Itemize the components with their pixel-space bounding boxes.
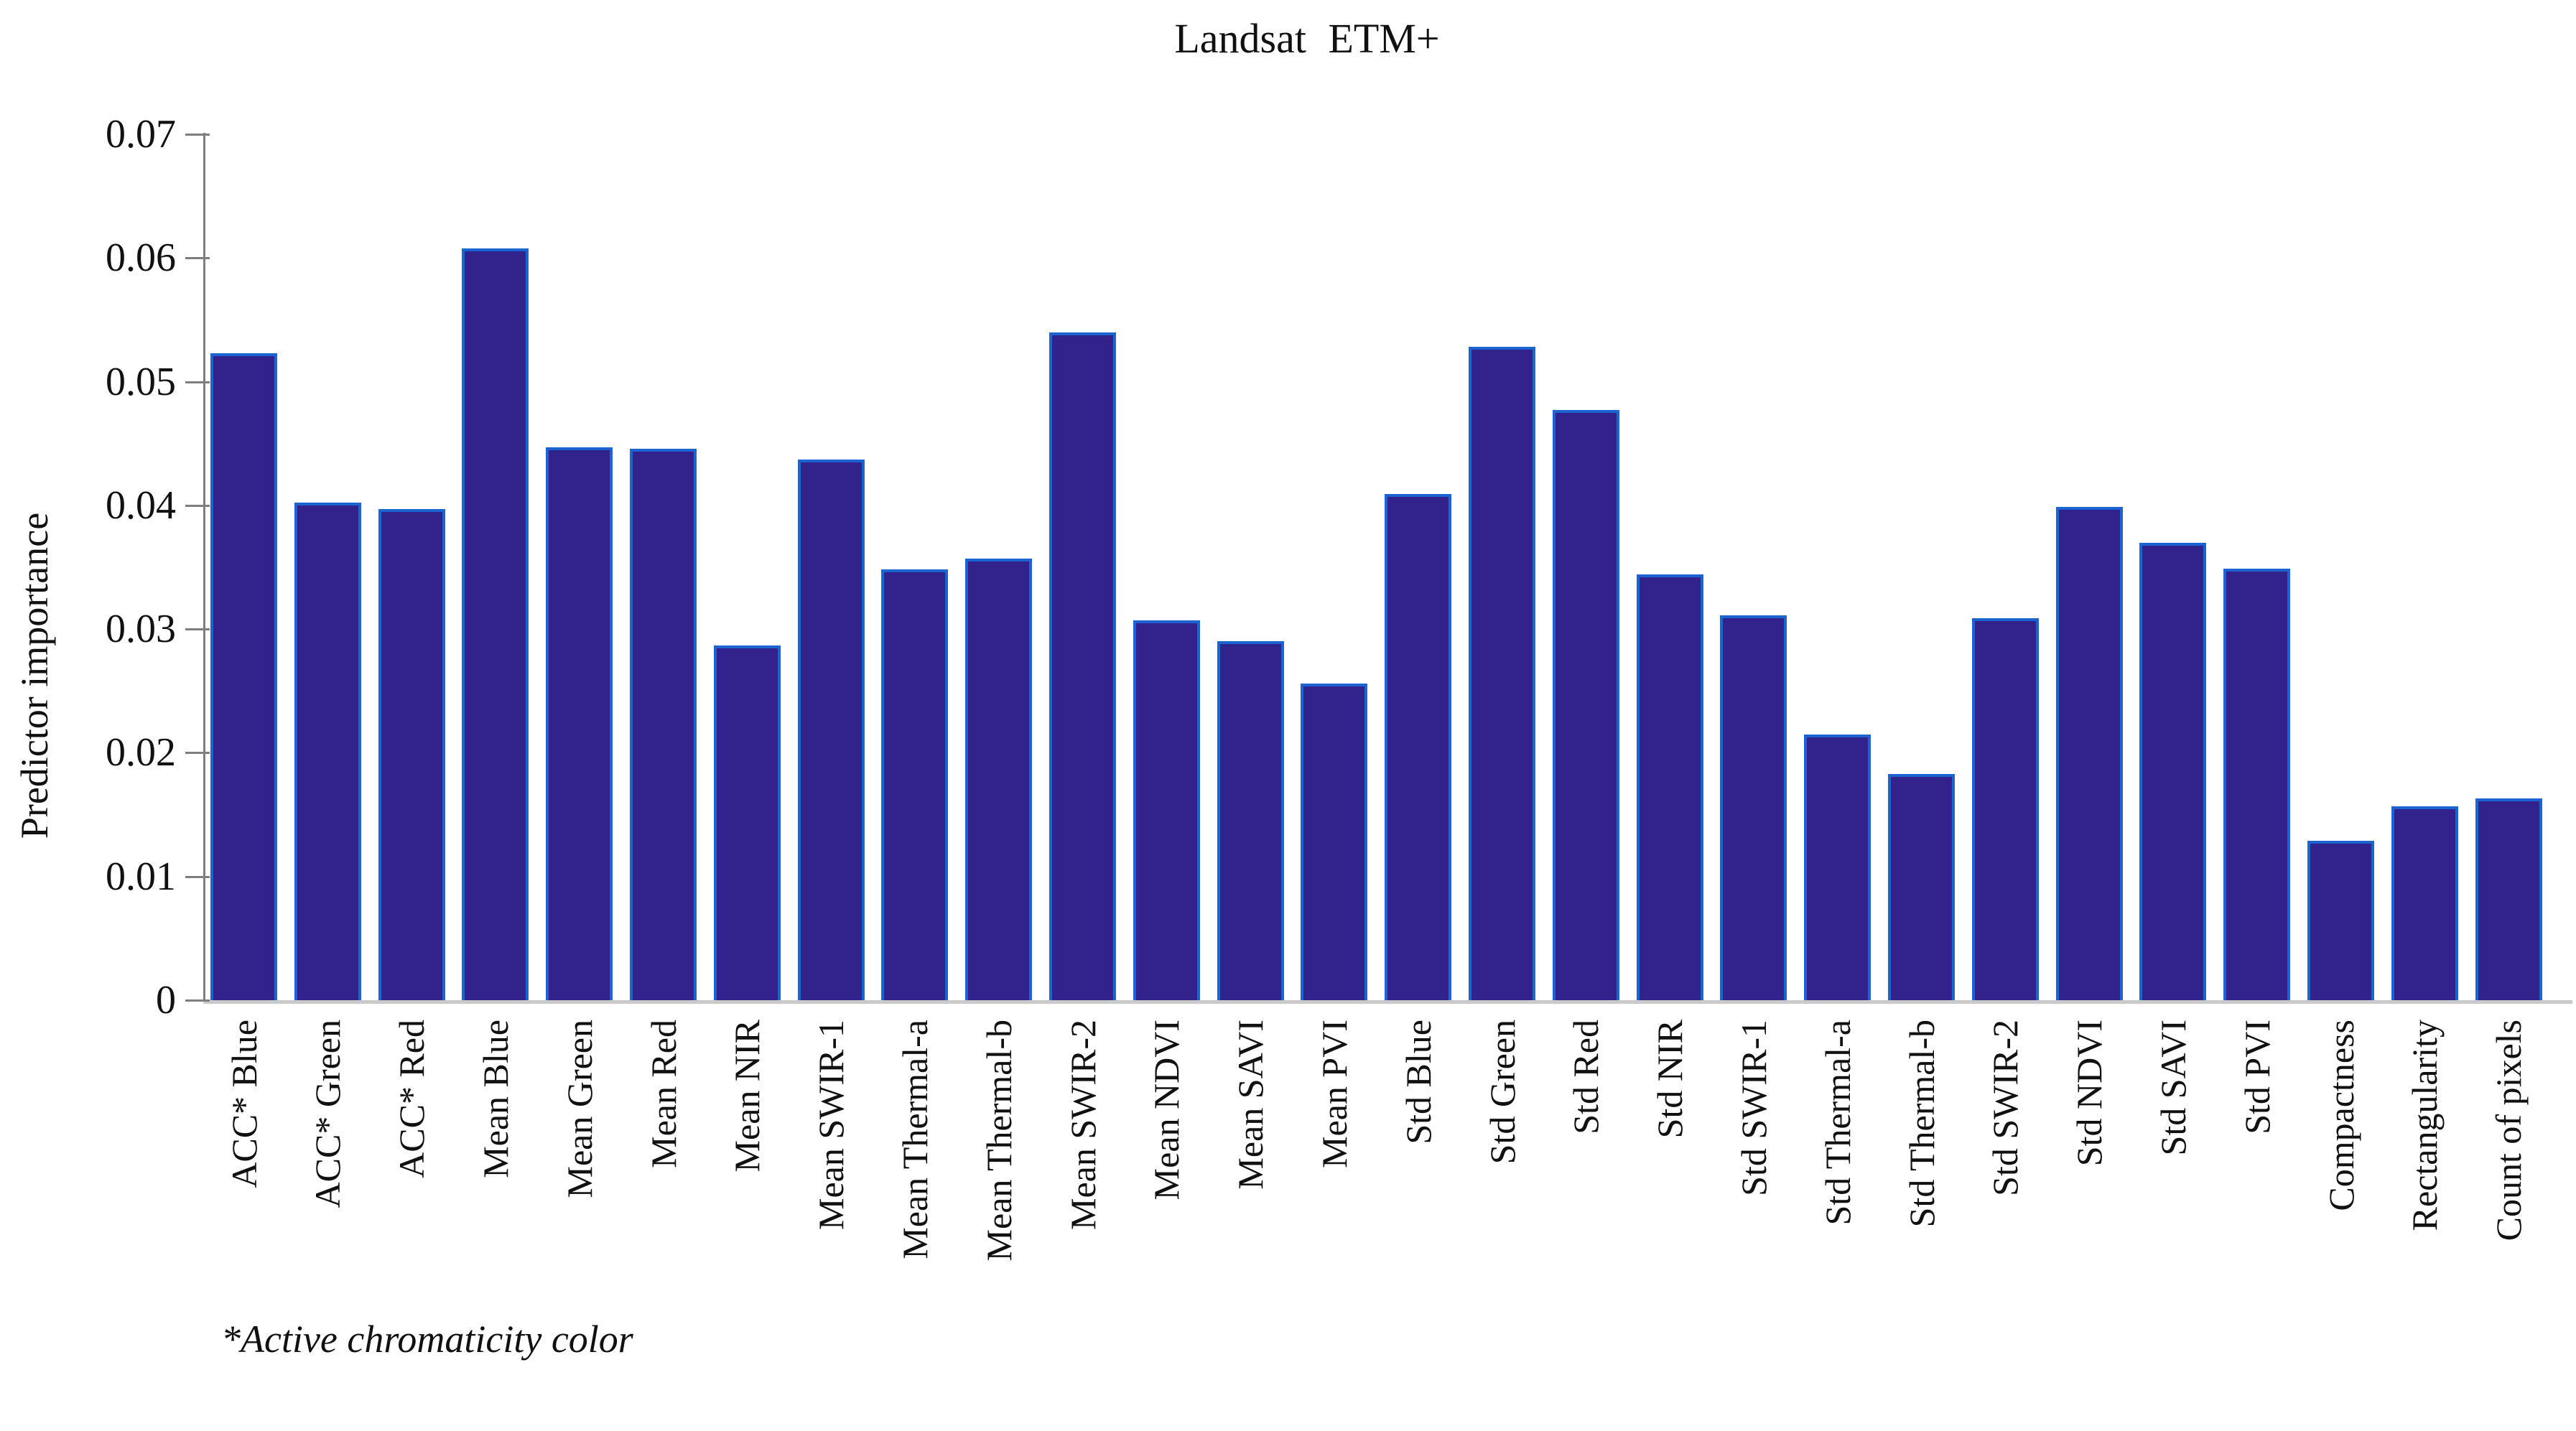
x-tick-label-rectangularity: Rectangularity (2404, 1020, 2445, 1231)
x-tick-label-std-swir-1: Std SWIR-1 (1733, 1020, 1774, 1196)
y-tick-mark-0.02 (185, 752, 210, 755)
x-tick-label-mean-nir: Mean NIR (727, 1020, 768, 1173)
bar-rectangularity (2391, 806, 2458, 1000)
bar-mean-swir-1 (797, 460, 865, 1000)
bar-mean-thermal-a (881, 569, 949, 1000)
bar-std-red (1552, 410, 1619, 1000)
bar-std-swir-1 (1720, 615, 1787, 1000)
bar-mean-red (630, 448, 697, 1000)
x-tick-label-mean-savi: Mean SAVI (1230, 1020, 1271, 1190)
y-tick-mark-0.04 (185, 504, 210, 507)
x-tick-label-std-ndvi: Std NDVI (2069, 1020, 2110, 1167)
bar-mean-pvi (1301, 683, 1368, 1000)
x-axis-baseline (203, 1000, 2572, 1004)
bar-std-thermal-a (1804, 734, 1871, 1000)
x-tick-label-std-thermal-a: Std Thermal-a (1817, 1020, 1858, 1226)
y-tick-label-0.01: 0.01 (106, 854, 176, 899)
chart-title: Landsat ETM+ (1174, 15, 1440, 62)
x-tick-label-mean-swir-2: Mean SWIR-2 (1062, 1020, 1103, 1230)
bar-std-pvi (2223, 568, 2291, 1000)
bar-std-swir-2 (1971, 617, 2039, 1000)
x-tick-label-mean-swir-1: Mean SWIR-1 (811, 1020, 852, 1230)
bar-acc-blue (210, 353, 277, 1000)
bar-std-nir (1636, 574, 1703, 1000)
x-tick-label-mean-ndvi: Mean NDVI (1146, 1020, 1187, 1201)
x-tick-label-std-red: Std Red (1566, 1020, 1606, 1134)
bar-mean-green (546, 447, 613, 1000)
bar-mean-ndvi (1133, 620, 1200, 1000)
x-tick-label-std-savi: Std SAVI (2152, 1020, 2193, 1156)
bar-std-ndvi (2055, 506, 2123, 1000)
y-tick-mark-0.07 (185, 134, 210, 136)
x-tick-label-std-thermal-b: Std Thermal-b (1901, 1020, 1942, 1228)
x-tick-label-std-nir: Std NIR (1650, 1020, 1691, 1139)
bar-std-thermal-b (1888, 773, 1955, 1000)
y-tick-label-0.04: 0.04 (106, 483, 176, 528)
y-tick-label-0.03: 0.03 (106, 607, 176, 652)
x-tick-label-std-green: Std Green (1482, 1020, 1522, 1165)
bar-std-blue (1385, 494, 1452, 1000)
x-tick-label-compactness: Compactness (2320, 1020, 2361, 1211)
x-tick-label-std-blue: Std Blue (1398, 1020, 1438, 1145)
y-tick-label-0.05: 0.05 (106, 359, 176, 404)
bar-std-green (1469, 347, 1535, 1000)
x-tick-label-mean-pvi: Mean PVI (1313, 1020, 1354, 1168)
x-tick-label-mean-red: Mean Red (643, 1020, 684, 1168)
bar-mean-thermal-b (965, 558, 1033, 1000)
bar-compactness (2307, 840, 2374, 1000)
bar-mean-nir (713, 645, 781, 1000)
x-tick-label-std-pvi: Std PVI (2236, 1020, 2277, 1134)
y-tick-mark-0.05 (185, 381, 210, 383)
x-tick-label-mean-thermal-a: Mean Thermal-a (894, 1020, 935, 1259)
y-tick-label-0.02: 0.02 (106, 730, 176, 775)
y-tick-label-0: 0 (156, 978, 176, 1022)
bar-std-savi (2139, 542, 2207, 1000)
bar-count-of-pixels (2475, 798, 2542, 1000)
bar-mean-swir-2 (1049, 332, 1116, 1000)
y-tick-mark-0.06 (185, 257, 210, 260)
y-tick-label-0.07: 0.07 (106, 112, 176, 157)
bar-mean-savi (1217, 641, 1284, 1000)
bar-mean-blue (462, 248, 529, 1000)
y-tick-mark-0 (185, 999, 210, 1002)
footnote: *Active chromaticity color (221, 1318, 633, 1361)
y-tick-mark-0.01 (185, 875, 210, 878)
y-axis-line (203, 133, 205, 1002)
x-tick-label-std-swir-2: Std SWIR-2 (1985, 1020, 2026, 1196)
x-tick-label-count-of-pixels: Count of pixels (2488, 1020, 2529, 1241)
y-tick-label-0.06: 0.06 (106, 236, 176, 281)
x-tick-label-mean-thermal-b: Mean Thermal-b (978, 1020, 1019, 1262)
y-tick-mark-0.03 (185, 628, 210, 631)
bar-acc-green (294, 503, 361, 1000)
bar-acc-red (378, 509, 445, 1000)
